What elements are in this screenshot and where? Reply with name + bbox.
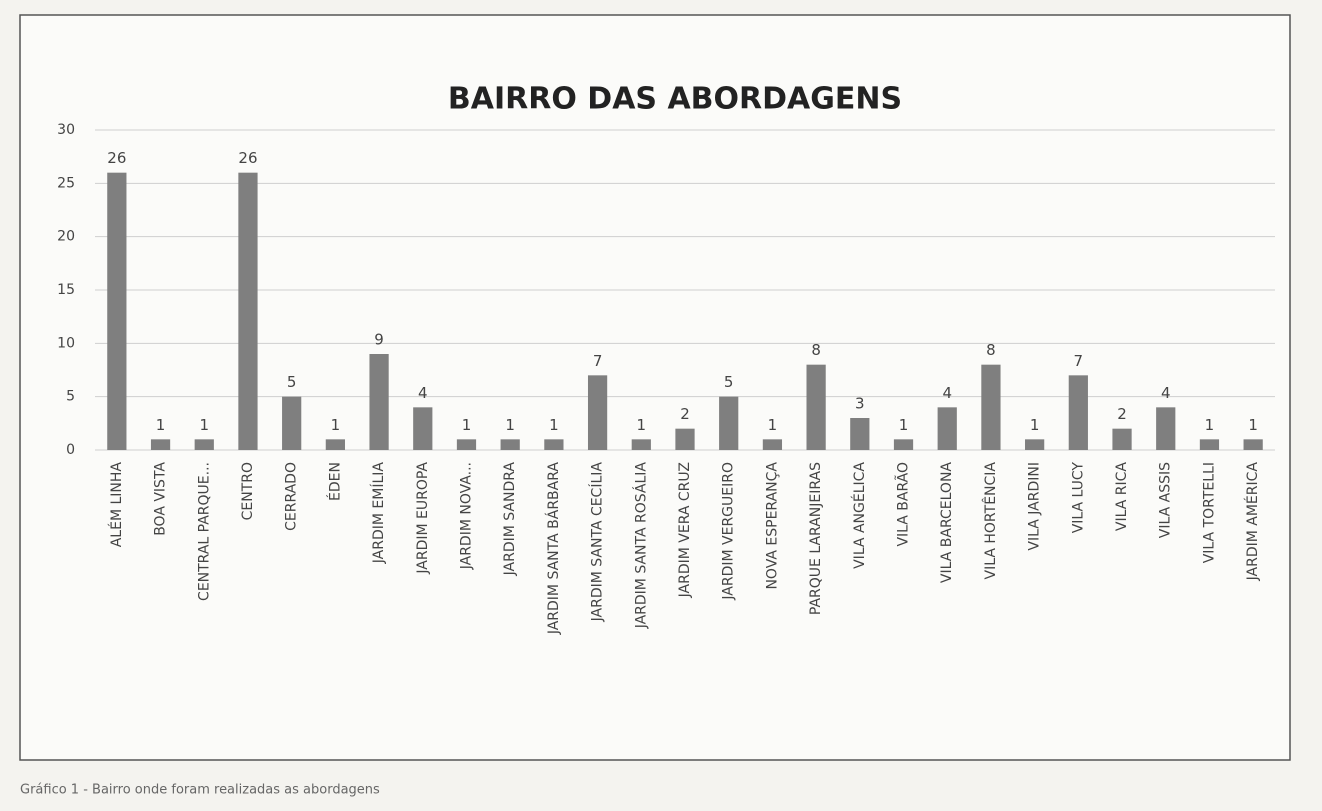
x-tick-label: JARDIM SANDRA — [502, 462, 518, 577]
data-label: 26 — [107, 149, 126, 167]
data-label: 1 — [549, 416, 559, 434]
x-tick-label: VILA RICA — [1114, 462, 1130, 531]
x-tick-label: VILA ANGÉLICA — [851, 462, 868, 569]
x-tick-label: VILA BARCELONA — [939, 462, 955, 583]
data-label: 1 — [1205, 416, 1215, 434]
data-label: 7 — [593, 352, 603, 370]
x-tick-label: VILA LUCY — [1070, 462, 1086, 534]
bar — [587, 375, 608, 450]
data-label: 1 — [899, 416, 909, 434]
x-tick-label: PARQUE LARANJEIRAS — [808, 462, 824, 615]
x-tick-label: JARDIM SANTA BÁRBARA — [545, 462, 562, 636]
x-tick-label: BOA VISTA — [153, 462, 169, 536]
bar — [1156, 407, 1176, 450]
bar — [544, 439, 564, 450]
bar — [675, 428, 695, 450]
data-label: 3 — [855, 395, 865, 413]
bar — [413, 407, 433, 450]
x-tick-label: JARDIM EMÍLIA — [370, 462, 387, 565]
bar — [631, 439, 651, 450]
x-tick-label: JARDIM AMÉRICA — [1244, 462, 1261, 582]
caption: Gráfico 1 - Bairro onde foram realizadas… — [20, 783, 380, 798]
y-tick-label: 30 — [57, 122, 75, 138]
y-tick-label: 5 — [66, 389, 75, 405]
data-label: 8 — [986, 341, 996, 359]
y-tick-label: 25 — [57, 175, 75, 191]
data-label: 1 — [768, 416, 778, 434]
bar — [282, 396, 302, 450]
x-tick-label: VILA TORTELLI — [1201, 462, 1217, 563]
data-label: 1 — [1248, 416, 1258, 434]
data-label: 5 — [724, 373, 734, 391]
bar — [850, 418, 870, 450]
bar — [500, 439, 520, 450]
y-tick-label: 10 — [57, 335, 75, 351]
bar — [1199, 439, 1220, 450]
x-tick-label: ALÉM LINHA — [108, 462, 125, 548]
y-tick-label: 0 — [66, 442, 75, 458]
bar — [719, 396, 739, 450]
x-tick-label: VILA BARÃO — [895, 462, 912, 547]
data-label: 5 — [287, 373, 297, 391]
x-tick-label: JARDIM VERA CRUZ — [677, 462, 693, 598]
data-label: 1 — [637, 416, 647, 434]
x-tick-label: ÉDEN — [326, 462, 343, 501]
data-label: 2 — [1117, 405, 1127, 423]
data-label: 26 — [238, 149, 257, 167]
bar — [893, 439, 914, 450]
bar — [1112, 428, 1132, 450]
data-label: 8 — [811, 341, 821, 359]
x-tick-label: JARDIM SANTA ROSÁLIA — [632, 462, 649, 630]
bar — [107, 172, 127, 450]
data-label: 1 — [156, 416, 166, 434]
y-tick-label: 20 — [57, 229, 75, 245]
data-label: 7 — [1074, 352, 1084, 370]
data-label: 4 — [418, 384, 428, 402]
bar — [981, 364, 1001, 450]
x-tick-label: JARDIM SANTA CECÍLIA — [589, 462, 606, 623]
x-tick-label: JARDIM VERGUEIRO — [721, 462, 737, 601]
data-label: 1 — [199, 416, 209, 434]
data-label: 1 — [331, 416, 341, 434]
chart-title: BAIRRO DAS ABORDAGENS — [448, 82, 902, 117]
x-tick-label: VILA ASSIS — [1158, 462, 1174, 538]
x-tick-label: JARDIM EUROPA — [415, 462, 431, 575]
x-tick-label: CERRADO — [284, 462, 300, 531]
bar — [1068, 375, 1088, 450]
bar — [456, 439, 477, 450]
data-label: 9 — [374, 331, 384, 349]
data-label: 2 — [680, 405, 690, 423]
data-label: 4 — [1161, 384, 1171, 402]
bar — [937, 407, 957, 450]
bar — [1243, 439, 1263, 450]
data-label: 4 — [942, 384, 952, 402]
bar — [238, 172, 258, 450]
bar — [194, 439, 214, 450]
x-tick-label: CENTRO — [240, 462, 256, 520]
bar — [369, 354, 389, 450]
y-tick-label: 15 — [57, 282, 75, 298]
bar — [325, 439, 345, 450]
data-label: 1 — [462, 416, 472, 434]
x-tick-label: VILA JARDINI — [1027, 462, 1043, 551]
x-tick-label: VILA HORTÊNCIA — [981, 462, 999, 580]
data-label: 1 — [505, 416, 515, 434]
bar — [806, 364, 826, 450]
bar — [762, 439, 783, 450]
bar — [1025, 439, 1045, 450]
bar — [150, 439, 171, 450]
x-tick-label: CENTRAL PARQUE... — [196, 462, 212, 601]
data-label: 1 — [1030, 416, 1040, 434]
chart-frame — [19, 14, 1291, 761]
x-tick-label: JARDIM NOVA... — [458, 462, 474, 570]
x-tick-label: NOVA ESPERANÇA — [764, 462, 780, 590]
